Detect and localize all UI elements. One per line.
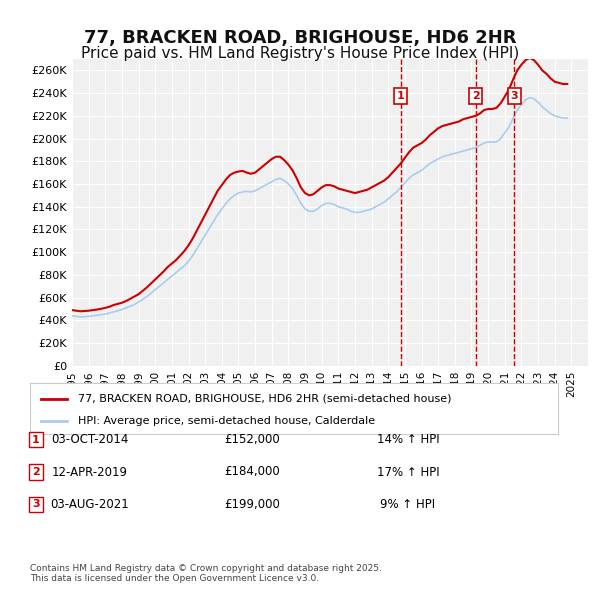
Text: 12-APR-2019: 12-APR-2019 <box>52 466 128 478</box>
Text: HPI: Average price, semi-detached house, Calderdale: HPI: Average price, semi-detached house,… <box>77 416 374 426</box>
Text: 2: 2 <box>472 91 479 101</box>
Text: 14% ↑ HPI: 14% ↑ HPI <box>377 433 439 446</box>
Text: 1: 1 <box>32 435 40 444</box>
Text: 77, BRACKEN ROAD, BRIGHOUSE, HD6 2HR: 77, BRACKEN ROAD, BRIGHOUSE, HD6 2HR <box>84 30 516 47</box>
Text: 17% ↑ HPI: 17% ↑ HPI <box>377 466 439 478</box>
Text: 9% ↑ HPI: 9% ↑ HPI <box>380 498 436 511</box>
Text: 77, BRACKEN ROAD, BRIGHOUSE, HD6 2HR (semi-detached house): 77, BRACKEN ROAD, BRIGHOUSE, HD6 2HR (se… <box>77 394 451 404</box>
Text: £199,000: £199,000 <box>224 498 280 511</box>
Text: Price paid vs. HM Land Registry's House Price Index (HPI): Price paid vs. HM Land Registry's House … <box>81 45 519 61</box>
Text: 2: 2 <box>32 467 40 477</box>
Text: 1: 1 <box>397 91 404 101</box>
Text: 03-AUG-2021: 03-AUG-2021 <box>50 498 130 511</box>
Text: 3: 3 <box>32 500 40 509</box>
Text: 03-OCT-2014: 03-OCT-2014 <box>52 433 128 446</box>
Text: 3: 3 <box>511 91 518 101</box>
Text: Contains HM Land Registry data © Crown copyright and database right 2025.
This d: Contains HM Land Registry data © Crown c… <box>30 563 382 583</box>
Text: £184,000: £184,000 <box>224 466 280 478</box>
Text: £152,000: £152,000 <box>224 433 280 446</box>
